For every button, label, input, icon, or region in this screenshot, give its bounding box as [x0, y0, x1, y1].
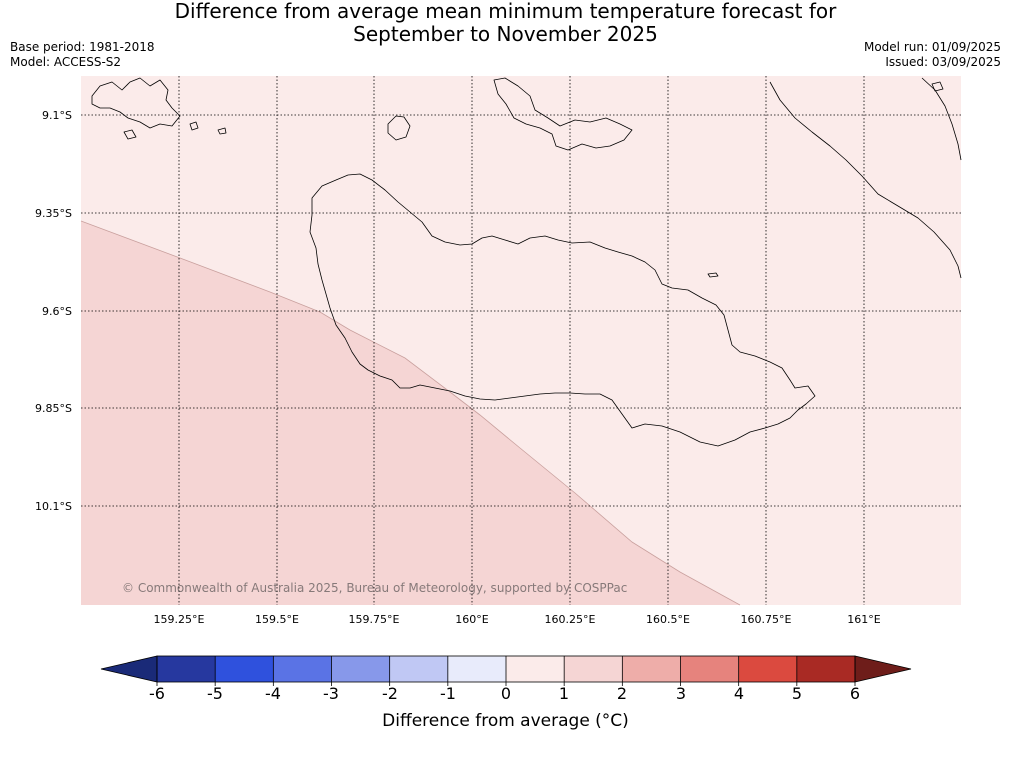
- coastlines: [91, 77, 962, 447]
- lon-label-160-75: 160.75°E: [740, 613, 792, 626]
- title-line-1: Difference from average mean minimum tem…: [174, 0, 837, 23]
- tick-label-0: 0: [500, 684, 512, 703]
- colorbar-segment: [447, 656, 507, 682]
- colorbar-segment: [796, 656, 856, 682]
- tick-label-neg4: -4: [265, 684, 281, 703]
- meta-right: Model run: 01/09/2025 Issued: 03/09/2025: [864, 40, 1001, 70]
- florida-islands-coastline: [493, 77, 633, 151]
- colorbar-label: Difference from average (°C): [382, 711, 629, 731]
- lon-label-161: 161°E: [847, 613, 881, 626]
- lon-label-159-5: 159.5°E: [255, 613, 299, 626]
- tick-label-neg6: -6: [149, 684, 165, 703]
- lat-label-9-85: 9.85°S: [35, 402, 72, 415]
- russell-islet-3: [217, 127, 227, 135]
- copyright-notice: © Commonwealth of Australia 2025, Bureau…: [122, 581, 628, 595]
- model-name: Model: ACCESS-S2: [10, 55, 122, 69]
- lat-label-9-1: 9.1°S: [42, 109, 72, 122]
- lat-label-9-35: 9.35°S: [35, 207, 72, 220]
- lon-label-159-25: 159.25°E: [153, 613, 205, 626]
- colorbar-segment: [738, 656, 798, 682]
- region-1-to-2: [81, 221, 740, 605]
- russell-islet-1: [123, 129, 137, 140]
- lon-label-160-25: 160.25°E: [544, 613, 596, 626]
- lon-label-160-5: 160.5°E: [646, 613, 690, 626]
- lat-label-9-6: 9.6°S: [42, 305, 72, 318]
- colorbar-segment: [680, 656, 739, 682]
- model-run: Model run: 01/09/2025: [863, 40, 1001, 54]
- lat-label-10-1: 10.1°S: [35, 500, 72, 513]
- russell-islet-2: [189, 121, 199, 131]
- small-islet-east: [707, 272, 719, 278]
- meta-left: Base period: 1981-2018 Model: ACCESS-S2: [10, 40, 155, 70]
- title-line-2: September to November 2025: [353, 22, 658, 46]
- guadalcanal-coastline: [309, 173, 816, 447]
- colorbar-segment: [622, 656, 681, 682]
- colorbar-ticks: [156, 656, 856, 686]
- colorbar-under-arrow: [100, 655, 158, 683]
- tick-label-neg1: -1: [440, 684, 456, 703]
- tick-label-4: 4: [733, 684, 745, 703]
- tick-label-neg2: -2: [382, 684, 398, 703]
- tick-label-2: 2: [616, 684, 628, 703]
- colorbar-segment: [331, 656, 390, 682]
- colorbar-over-arrow: [854, 655, 912, 683]
- colorbar-segments: [157, 656, 856, 682]
- russell-islands-coastline: [91, 77, 181, 129]
- malaita-islet: [931, 81, 944, 92]
- colorbar-segment: [215, 656, 274, 682]
- lon-label-160: 160°E: [455, 613, 489, 626]
- malaita-coastline: [769, 81, 962, 279]
- tick-label-neg3: -3: [323, 684, 339, 703]
- region-boundary-line: [80, 220, 741, 606]
- malaita-northeast-coastline: [921, 77, 962, 161]
- lon-label-159-75: 159.75°E: [348, 613, 400, 626]
- colorbar-segment: [506, 656, 565, 682]
- colorbar-segment: [564, 656, 623, 682]
- tick-label-3: 3: [675, 684, 687, 703]
- tick-label-1: 1: [558, 684, 570, 703]
- chart-title: Difference from average mean minimum tem…: [0, 0, 1011, 46]
- colorbar-segment: [273, 656, 332, 682]
- tick-label-neg5: -5: [207, 684, 223, 703]
- issued-date: Issued: 03/09/2025: [885, 55, 1001, 69]
- tick-label-6: 6: [849, 684, 861, 703]
- colorbar-segment: [389, 656, 449, 682]
- colorbar-segment: [157, 656, 216, 682]
- tick-label-5: 5: [791, 684, 803, 703]
- savo-island-coastline: [387, 115, 411, 141]
- base-period: Base period: 1981-2018: [10, 40, 155, 54]
- gridlines: [81, 76, 961, 605]
